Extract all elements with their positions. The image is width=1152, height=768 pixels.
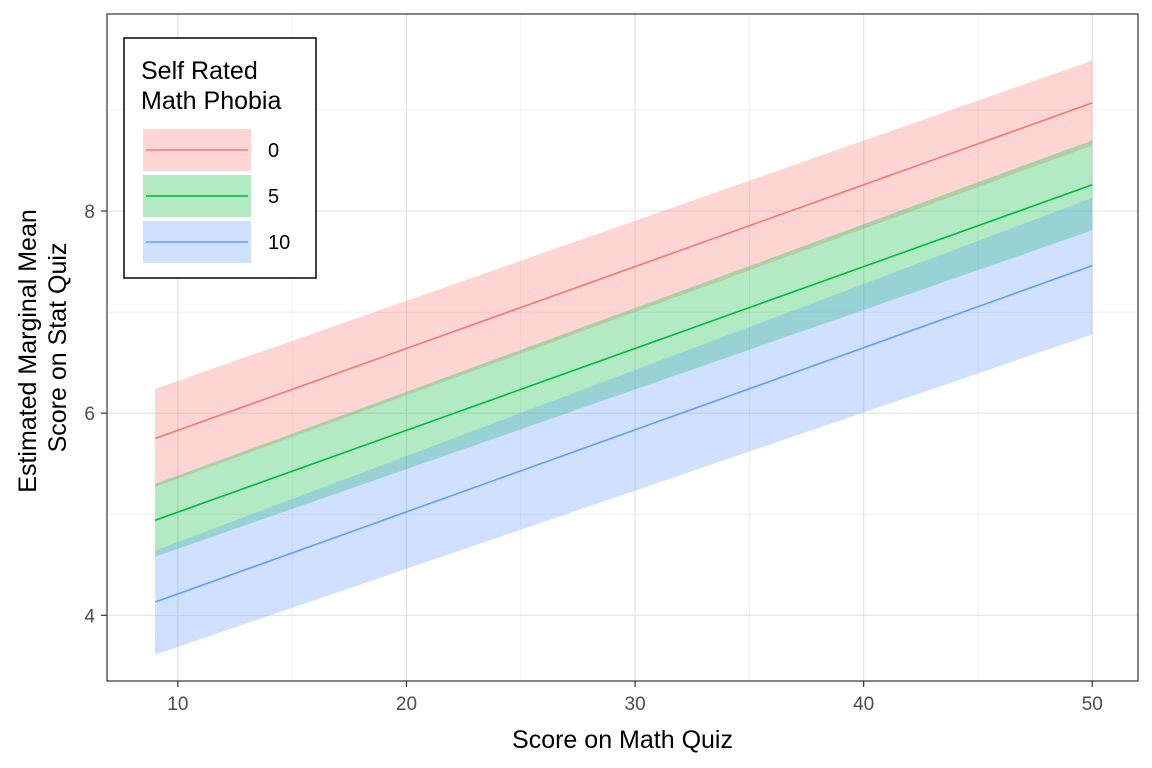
y-tick-label: 4 bbox=[84, 606, 95, 627]
y-tick-label: 8 bbox=[84, 202, 95, 223]
legend-label-0: 0 bbox=[268, 140, 279, 162]
y-tick-label: 6 bbox=[84, 404, 95, 425]
legend-box bbox=[123, 37, 317, 279]
x-tick-label: 10 bbox=[167, 694, 188, 715]
legend-title-line-1: Self Rated bbox=[141, 57, 258, 85]
line-series-0 bbox=[154, 102, 1093, 440]
ribbon-series-10 bbox=[155, 197, 1093, 655]
series-lines bbox=[154, 102, 1093, 603]
x-tick-label: 50 bbox=[1082, 694, 1103, 715]
x-tick-label: 40 bbox=[853, 694, 874, 715]
legend-label-10: 10 bbox=[268, 232, 290, 254]
confidence-ribbons bbox=[155, 60, 1093, 655]
legend: Self Rated Math Phobia 0 5 10 bbox=[123, 37, 317, 279]
ribbon-series-0 bbox=[155, 60, 1093, 487]
legend-title-line-2: Math Phobia bbox=[141, 87, 281, 115]
legend-label-5: 5 bbox=[268, 186, 279, 208]
plot-panel-border bbox=[106, 13, 1139, 682]
y-axis-title: Estimated Marginal Mean Score on Stat Qu… bbox=[14, 202, 72, 492]
y-axis-ticks: 4 6 8 bbox=[84, 202, 107, 627]
x-tick-label: 20 bbox=[396, 694, 417, 715]
y-axis-title-line-1: Estimated Marginal Mean bbox=[14, 209, 42, 492]
x-tick-label: 30 bbox=[625, 694, 646, 715]
line-series-5 bbox=[154, 184, 1093, 522]
y-axis-title-line-2: Score on Stat Quiz bbox=[44, 243, 72, 453]
line-series-10 bbox=[154, 264, 1093, 603]
x-axis-title: Score on Math Quiz bbox=[512, 726, 733, 754]
legend-keys: 0 5 10 bbox=[143, 129, 290, 263]
x-axis-ticks: 10 20 30 40 50 bbox=[167, 681, 1103, 715]
ribbon-series-5 bbox=[155, 140, 1093, 557]
